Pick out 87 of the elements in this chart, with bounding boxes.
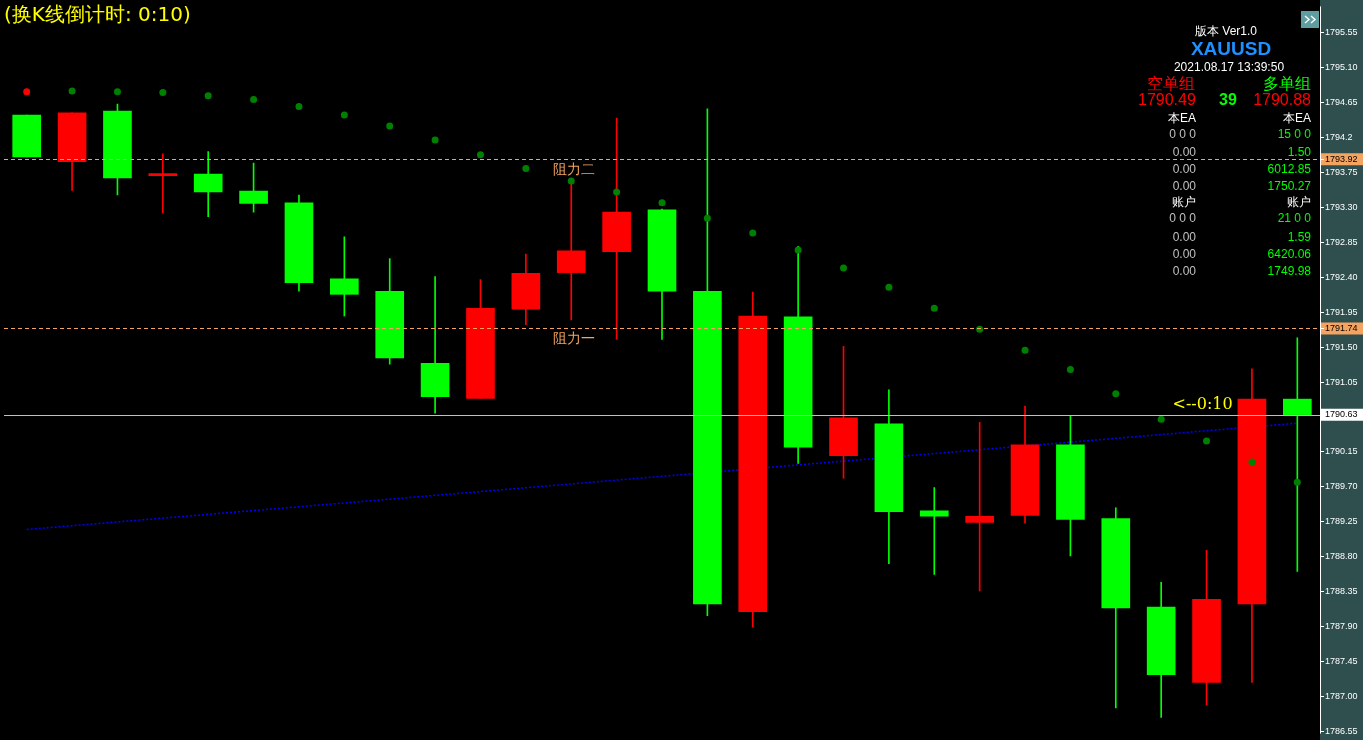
annotation: 0.00: [1172, 179, 1196, 193]
point: [250, 96, 258, 104]
annotation: 1.50: [1287, 145, 1311, 159]
point: [204, 92, 212, 100]
y-tick-label: 1795.55: [1325, 27, 1358, 38]
annotation: 1790.88: [1253, 91, 1311, 109]
y-tick-label: 1793.75: [1325, 166, 1358, 177]
point: [1112, 390, 1120, 398]
point: [613, 188, 621, 196]
annotation: 0.00: [1172, 162, 1196, 176]
point: [159, 89, 167, 97]
y-tick-label: 1789.25: [1325, 516, 1358, 527]
point: [113, 88, 121, 96]
y-tick-label: 1791.95: [1325, 306, 1358, 317]
point: [794, 246, 802, 254]
point: [1066, 366, 1074, 374]
candlestick: [420, 276, 450, 414]
y-tick-label: 1791.50: [1325, 341, 1358, 352]
annotation: <--0:10: [1172, 393, 1233, 413]
y-tick-label: 1795.10: [1325, 62, 1358, 73]
point: [340, 111, 348, 119]
y-tick-label: 1794.65: [1325, 97, 1358, 108]
point: [749, 229, 757, 237]
y-tick-label: 1791.05: [1325, 376, 1358, 387]
point: [23, 88, 31, 96]
point: [1293, 478, 1301, 486]
annotation: 1790.49: [1138, 91, 1196, 109]
annotation: 0 0 0: [1169, 211, 1196, 225]
annotation: 1749.98: [1267, 264, 1311, 278]
annotation: 0.00: [1172, 145, 1196, 159]
y-tick-label: 1792.85: [1325, 236, 1358, 247]
y-tick-label: 1793.92: [1325, 153, 1358, 164]
annotation: 空单组: [1147, 75, 1195, 93]
annotation: 多单组: [1263, 75, 1311, 93]
annotation: 21 0 0: [1277, 211, 1311, 225]
y-tick-label: 1787.45: [1325, 655, 1358, 666]
y-tick-label: 1786.55: [1325, 725, 1358, 736]
annotation: 2021.08.17 13:39:50: [1173, 60, 1285, 74]
point: [386, 122, 394, 130]
annotation: 0.00: [1172, 230, 1196, 244]
point: [703, 214, 711, 222]
annotation: 6012.85: [1267, 162, 1311, 176]
point: [68, 87, 76, 95]
annotation: 版本 Ver1.0: [1194, 24, 1258, 38]
point: [930, 304, 938, 312]
ref-line-label: 阻力二: [552, 160, 595, 177]
y-tick-label: 1790.15: [1325, 446, 1358, 457]
y-tick-label: 1788.35: [1325, 586, 1358, 597]
annotation: 账户: [1172, 195, 1196, 209]
point: [1203, 437, 1211, 445]
y-tick-label: 1788.80: [1325, 551, 1358, 562]
point: [567, 177, 575, 185]
annotation: 0.00: [1172, 264, 1196, 278]
point: [885, 283, 893, 291]
annotation: 6420.06: [1267, 247, 1311, 261]
annotation: 0 0 0: [1169, 127, 1196, 141]
y-tick-label: 1787.00: [1325, 690, 1358, 701]
candlestick: [919, 487, 949, 575]
point: [1248, 458, 1256, 466]
candlestick: [148, 153, 178, 214]
point: [295, 103, 303, 111]
annotation: 0.00: [1172, 247, 1196, 261]
ref-line-label: 阻力一: [552, 330, 595, 347]
point: [476, 151, 484, 159]
y-tick-label: 1789.70: [1325, 481, 1358, 492]
candlestick: [1282, 337, 1312, 572]
point: [658, 199, 666, 207]
annotation: 39: [1219, 91, 1237, 109]
point: [1157, 415, 1165, 423]
point: [431, 136, 439, 144]
point: [1021, 346, 1029, 354]
y-tick-label: 1787.90: [1325, 620, 1358, 631]
point: [840, 264, 848, 272]
annotation: 15 0 0: [1277, 127, 1311, 141]
y-tick-label: 1791.74: [1325, 322, 1358, 333]
chart-title: (换K线倒计时: 0:10): [4, 1, 191, 28]
annotation: 本EA: [1282, 111, 1311, 125]
point: [522, 165, 530, 173]
annotation: 1.59: [1287, 230, 1311, 244]
y-tick-label: 1793.30: [1325, 201, 1358, 212]
annotation: 账户: [1287, 195, 1311, 209]
y-tick-label: 1790.63: [1325, 409, 1358, 420]
y-tick-label: 1794.2: [1325, 132, 1353, 143]
annotation: XAUUSD: [1190, 38, 1272, 59]
annotation: 1750.27: [1267, 179, 1311, 193]
annotation: 本EA: [1167, 111, 1196, 125]
y-tick-label: 1792.40: [1325, 271, 1358, 282]
